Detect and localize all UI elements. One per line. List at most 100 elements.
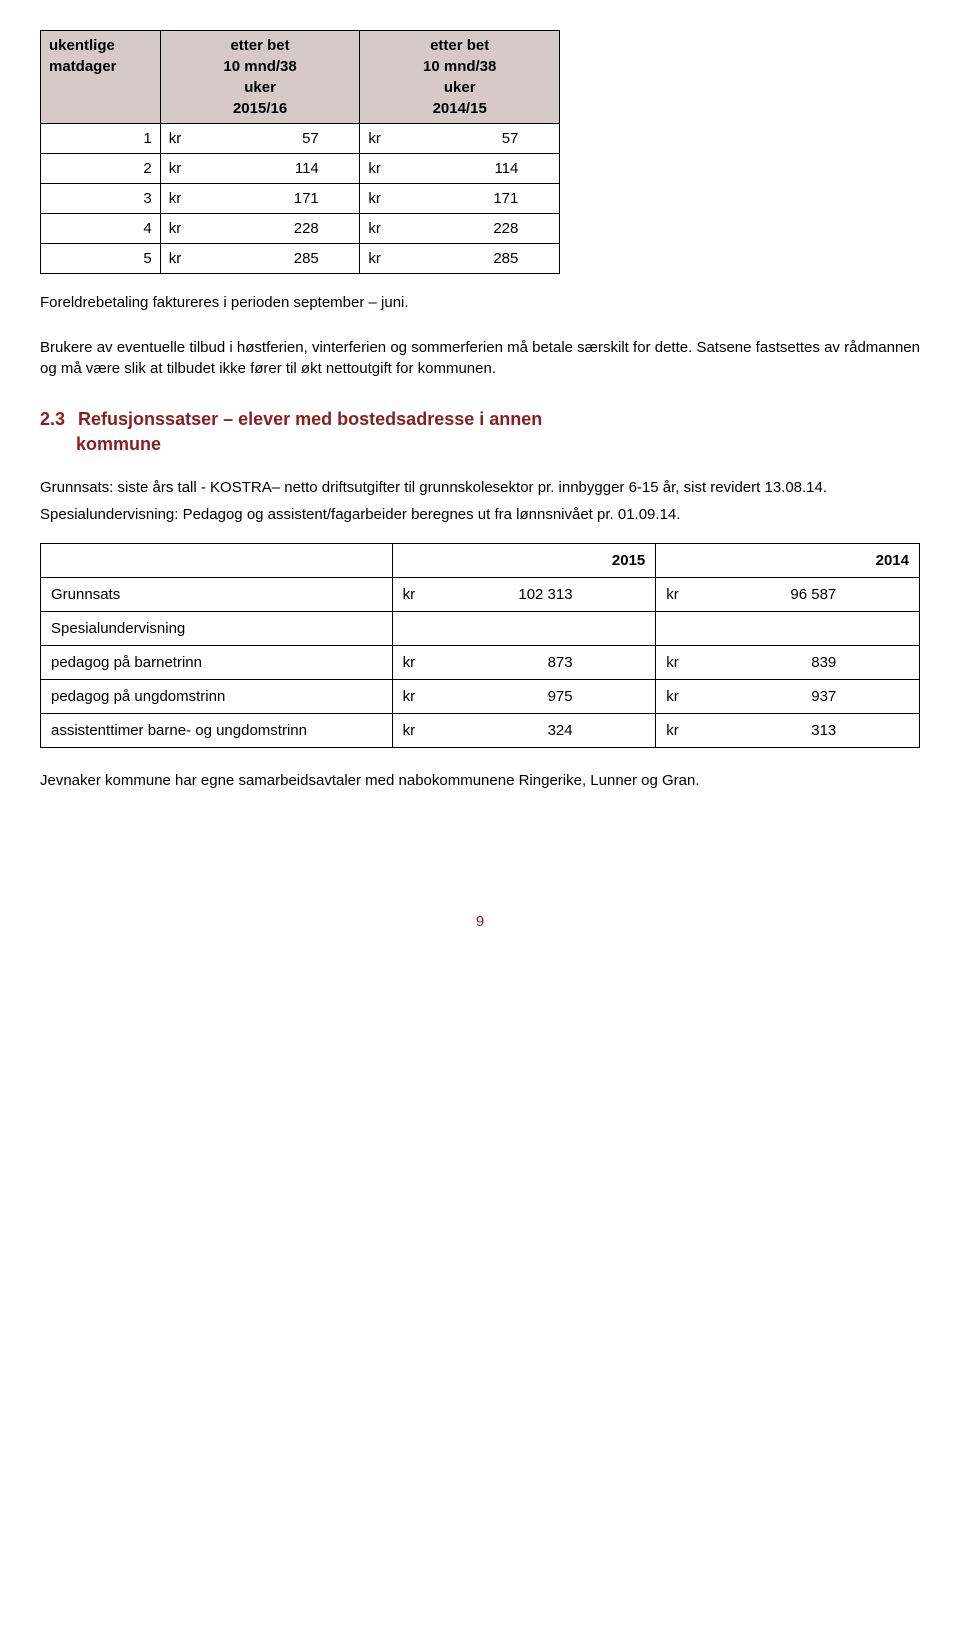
t1-r0-a: kr57 <box>160 124 360 154</box>
t1-r1-b: kr114 <box>360 154 560 184</box>
t2-r2-b: kr839 <box>656 646 920 680</box>
kr-label: kr <box>368 218 408 239</box>
t1-h1-l1: ukentlige <box>49 35 152 56</box>
kr-label: kr <box>169 128 209 149</box>
amount: 114 <box>408 158 528 179</box>
kr-label: kr <box>368 158 408 179</box>
t1-r2-b: kr171 <box>360 184 560 214</box>
kr-label: kr <box>169 248 209 269</box>
kr-label: kr <box>666 584 706 605</box>
amount: 285 <box>408 248 528 269</box>
kr-label: kr <box>403 686 443 707</box>
section-2-3-heading: 2.3 Refusjonssatser – elever med bosteds… <box>40 407 920 457</box>
table-row: pedagog på ungdomstrinn kr975 kr937 <box>41 680 920 714</box>
t2-r4-label: assistenttimer barne- og ungdomstrinn <box>41 714 393 748</box>
holiday-rates-text: Brukere av eventuelle tilbud i høstferie… <box>40 337 920 379</box>
t1-h3-l2: 10 mnd/38 <box>368 56 551 77</box>
t1-h2-l3: uker <box>169 77 352 98</box>
food-days-table: ukentlige matdager etter bet 10 mnd/38 u… <box>40 30 560 274</box>
t1-h2-l4: 2015/16 <box>169 98 352 119</box>
kr-label: kr <box>368 128 408 149</box>
page-number: 9 <box>40 911 920 932</box>
section-title-l1: Refusjonssatser – elever med bostedsadre… <box>78 407 542 432</box>
t2-r3-a: kr975 <box>392 680 656 714</box>
kr-label: kr <box>403 652 443 673</box>
t2-r0-b: kr96 587 <box>656 578 920 612</box>
kr-label: kr <box>666 720 706 741</box>
t2-r1-label: Spesialundervisning <box>41 612 393 646</box>
amount: 57 <box>209 128 329 149</box>
amount: 313 <box>706 720 836 741</box>
t1-h3-l1: etter bet <box>368 35 551 56</box>
table-row: assistenttimer barne- og ungdomstrinn kr… <box>41 714 920 748</box>
t1-r3-idx: 4 <box>41 214 161 244</box>
kr-label: kr <box>169 158 209 179</box>
t1-r1-idx: 2 <box>41 154 161 184</box>
amount: 114 <box>209 158 329 179</box>
spesialundervisning-intro: Spesialundervisning: Pedagog og assisten… <box>40 504 920 525</box>
kr-label: kr <box>368 248 408 269</box>
amount: 937 <box>706 686 836 707</box>
t2-r4-b: kr313 <box>656 714 920 748</box>
kr-label: kr <box>169 218 209 239</box>
t1-r4-idx: 5 <box>41 244 161 274</box>
t2-r1-a <box>392 612 656 646</box>
kr-label: kr <box>403 720 443 741</box>
table-row: pedagog på barnetrinn kr873 kr839 <box>41 646 920 680</box>
cooperation-agreements-text: Jevnaker kommune har egne samarbeidsavta… <box>40 770 920 791</box>
t2-r2-a: kr873 <box>392 646 656 680</box>
amount: 839 <box>706 652 836 673</box>
t1-h3: etter bet 10 mnd/38 uker 2014/15 <box>360 31 560 124</box>
t2-r3-b: kr937 <box>656 680 920 714</box>
table-row: 2 kr114 kr114 <box>41 154 560 184</box>
table-row: Spesialundervisning <box>41 612 920 646</box>
table-row: 4 kr228 kr228 <box>41 214 560 244</box>
grunnsats-intro: Grunnsats: siste års tall - KOSTRA– nett… <box>40 477 920 498</box>
t1-h2-l1: etter bet <box>169 35 352 56</box>
table-row: 5 kr285 kr285 <box>41 244 560 274</box>
amount: 228 <box>408 218 528 239</box>
t1-r3-b: kr228 <box>360 214 560 244</box>
t2-r2-label: pedagog på barnetrinn <box>41 646 393 680</box>
t1-r2-a: kr171 <box>160 184 360 214</box>
t1-r4-a: kr285 <box>160 244 360 274</box>
table-row: 1 kr57 kr57 <box>41 124 560 154</box>
t1-h3-l4: 2014/15 <box>368 98 551 119</box>
kr-label: kr <box>666 652 706 673</box>
t2-h-2014: 2014 <box>656 544 920 578</box>
kr-label: kr <box>403 584 443 605</box>
t2-r4-a: kr324 <box>392 714 656 748</box>
t2-r3-label: pedagog på ungdomstrinn <box>41 680 393 714</box>
t1-h2-l2: 10 mnd/38 <box>169 56 352 77</box>
amount: 171 <box>209 188 329 209</box>
billing-period-text: Foreldrebetaling faktureres i perioden s… <box>40 292 920 313</box>
amount: 171 <box>408 188 528 209</box>
t2-h-2015: 2015 <box>392 544 656 578</box>
t1-r0-idx: 1 <box>41 124 161 154</box>
t2-r0-a: kr102 313 <box>392 578 656 612</box>
amount: 324 <box>443 720 573 741</box>
amount: 228 <box>209 218 329 239</box>
t1-r4-b: kr285 <box>360 244 560 274</box>
table-row: Grunnsats kr102 313 kr96 587 <box>41 578 920 612</box>
amount: 285 <box>209 248 329 269</box>
t2-h-blank <box>41 544 393 578</box>
kr-label: kr <box>169 188 209 209</box>
kr-label: kr <box>666 686 706 707</box>
refund-rates-table: 2015 2014 Grunnsats kr102 313 kr96 587 S… <box>40 543 920 748</box>
amount: 57 <box>408 128 528 149</box>
t1-h2: etter bet 10 mnd/38 uker 2015/16 <box>160 31 360 124</box>
amount: 102 313 <box>443 584 573 605</box>
kr-label: kr <box>368 188 408 209</box>
section-title-l2: kommune <box>76 432 161 457</box>
table-row: 3 kr171 kr171 <box>41 184 560 214</box>
t1-r3-a: kr228 <box>160 214 360 244</box>
t1-r1-a: kr114 <box>160 154 360 184</box>
t1-h3-l3: uker <box>368 77 551 98</box>
t1-h1-l2: matdager <box>49 56 152 77</box>
t2-r0-label: Grunnsats <box>41 578 393 612</box>
section-number: 2.3 <box>40 407 65 432</box>
t2-r1-b <box>656 612 920 646</box>
t1-r2-idx: 3 <box>41 184 161 214</box>
amount: 873 <box>443 652 573 673</box>
